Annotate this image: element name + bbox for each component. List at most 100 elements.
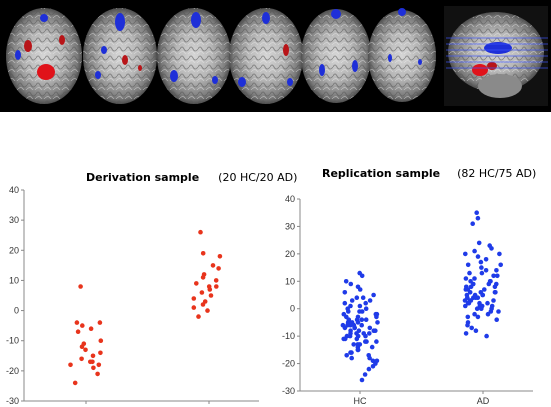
- data-point: [341, 336, 346, 342]
- data-point: [357, 287, 363, 292]
- data-point: [198, 229, 203, 235]
- data-point: [463, 287, 469, 292]
- data-point: [200, 251, 206, 256]
- data-point: [344, 353, 349, 358]
- data-point: [479, 265, 484, 270]
- data-point: [465, 262, 471, 268]
- y-tick-label: 40: [285, 194, 295, 204]
- data-point: [210, 263, 216, 268]
- y-tick-label: 20: [285, 249, 295, 259]
- data-point: [213, 278, 219, 283]
- data-point: [98, 338, 104, 343]
- data-point: [489, 246, 494, 251]
- data-point: [191, 305, 197, 310]
- data-point: [355, 320, 361, 325]
- data-point: [478, 259, 484, 265]
- data-point: [371, 328, 377, 333]
- derivation-title-counts: (20 HC/20 AD): [218, 171, 298, 184]
- data-point: [95, 371, 100, 377]
- data-point: [354, 336, 360, 342]
- data-point: [355, 347, 361, 353]
- data-point: [349, 355, 354, 361]
- axial-slice-5: [301, 9, 371, 103]
- axial-slice-2: [83, 8, 157, 104]
- data-point: [493, 290, 498, 295]
- y-tick-label: 30: [285, 221, 295, 231]
- data-point: [359, 377, 365, 383]
- data-point: [473, 328, 479, 333]
- replication-title-counts: (82 HC/75 AD): [457, 167, 537, 180]
- data-point: [484, 333, 489, 339]
- data-point: [74, 320, 80, 325]
- data-point: [362, 372, 368, 377]
- data-point: [363, 339, 368, 344]
- data-point: [207, 287, 213, 292]
- y-tick-label: -20: [282, 359, 295, 369]
- data-point: [463, 331, 469, 336]
- data-point: [463, 303, 468, 309]
- data-point: [68, 362, 73, 368]
- data-point: [485, 311, 491, 317]
- data-point: [496, 309, 501, 314]
- data-point: [343, 279, 349, 284]
- y-tick-label: 20: [9, 245, 19, 255]
- data-point: [91, 365, 96, 371]
- data-point: [492, 284, 498, 290]
- data-point: [498, 262, 503, 268]
- data-point: [342, 300, 348, 306]
- data-point: [72, 380, 78, 386]
- data-point: [497, 251, 502, 257]
- data-point: [208, 293, 214, 298]
- data-point: [494, 317, 499, 322]
- data-point: [351, 342, 356, 347]
- data-point: [217, 254, 223, 259]
- data-point: [205, 308, 210, 313]
- data-point: [474, 210, 479, 215]
- data-point: [468, 284, 474, 290]
- data-point: [359, 317, 365, 322]
- x-tick-label: HC: [354, 396, 367, 406]
- sagittal-slice: [444, 6, 548, 106]
- axial-slice-4: [229, 8, 303, 104]
- y-tick-label: 30: [9, 215, 19, 225]
- data-point: [475, 215, 481, 221]
- data-point: [79, 356, 84, 362]
- data-point: [467, 290, 473, 295]
- data-point: [491, 298, 496, 303]
- data-point: [463, 276, 469, 281]
- data-point: [367, 331, 372, 336]
- y-tick-label: -30: [282, 386, 295, 396]
- data-point: [357, 303, 363, 309]
- data-point: [83, 347, 88, 353]
- data-point: [348, 350, 353, 355]
- derivation-title: Derivation sample (20 HC/20 AD): [86, 171, 297, 184]
- y-tick-label: 40: [9, 185, 19, 195]
- axial-slice-1: [6, 8, 82, 104]
- data-point: [347, 333, 353, 339]
- data-point: [462, 298, 468, 303]
- data-point: [214, 284, 219, 289]
- data-point: [486, 281, 492, 287]
- data-point: [348, 281, 354, 287]
- data-point: [491, 273, 496, 279]
- data-point: [483, 268, 489, 273]
- data-point: [466, 300, 472, 306]
- data-point: [97, 320, 103, 325]
- data-point: [475, 314, 481, 320]
- data-point: [465, 314, 471, 320]
- data-point: [472, 311, 477, 317]
- y-tick-label: -10: [6, 336, 19, 346]
- data-point: [371, 292, 376, 298]
- data-point: [367, 355, 372, 361]
- data-point: [476, 240, 482, 246]
- data-point: [367, 325, 373, 331]
- data-point: [216, 266, 221, 271]
- data-point: [463, 251, 468, 257]
- replication-scatter-chart: -30 -20 -10 0 10 20 30 40 HC AD: [282, 194, 533, 406]
- data-point: [472, 276, 477, 281]
- data-point: [374, 339, 379, 344]
- data-point: [359, 322, 364, 328]
- data-point: [90, 353, 96, 359]
- data-point: [194, 281, 199, 286]
